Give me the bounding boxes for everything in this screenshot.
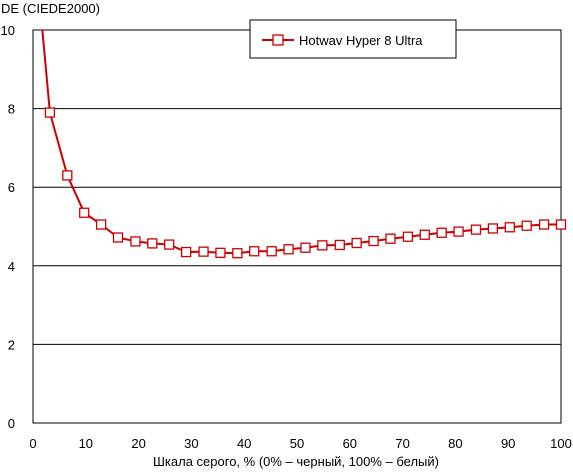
x-tick-label: 60: [343, 436, 357, 451]
data-point: [79, 207, 90, 218]
data-point: [334, 239, 345, 251]
x-tick-label: 40: [237, 436, 251, 451]
x-tick-label: 10: [79, 436, 93, 451]
data-point: [283, 244, 294, 255]
y-tick-label: 2: [8, 337, 15, 352]
data-point: [44, 107, 56, 118]
data-point: [147, 238, 158, 249]
data-point: [351, 237, 362, 249]
data-point: [198, 246, 209, 257]
x-tick-label: 20: [131, 436, 145, 451]
y-tick-label: 10: [1, 23, 15, 38]
x-tick-label: 0: [29, 436, 36, 451]
data-point: [215, 247, 226, 258]
data-point: [300, 242, 311, 253]
marker-group: [44, 107, 567, 259]
y-tick-label: 4: [8, 259, 15, 274]
data-point: [470, 224, 482, 235]
x-tick-label: 100: [550, 436, 572, 451]
legend-label: Hotwav Hyper 8 Ultra: [299, 33, 423, 48]
data-point: [538, 219, 550, 230]
y-tick-label: 8: [8, 102, 15, 117]
data-point: [419, 229, 430, 240]
data-point: [504, 222, 515, 233]
data-point: [112, 232, 124, 243]
data-point: [385, 233, 396, 244]
legend-marker: [272, 34, 284, 46]
data-point: [368, 235, 379, 247]
x-axis-title: Шкала серого, % (0% – черный, 100% – бел…: [153, 454, 439, 469]
x-tick-labels: 0 10 20 30 40 50 60 70 80 90 100: [29, 436, 571, 451]
gridlines: [33, 108, 561, 345]
x-tick-label: 90: [501, 436, 515, 451]
data-point: [266, 246, 277, 257]
y-axis-title: DE (CIEDE2000): [1, 1, 100, 16]
x-tick-label: 80: [448, 436, 462, 451]
data-point: [130, 236, 141, 247]
x-tick-label: 30: [184, 436, 198, 451]
data-point: [164, 239, 175, 250]
data-point: [453, 226, 464, 237]
data-point: [487, 223, 499, 234]
data-point: [555, 219, 567, 230]
data-point: [62, 170, 73, 181]
data-point: [402, 231, 414, 242]
legend: Hotwav Hyper 8 Ultra: [249, 19, 457, 59]
plot-area: [32, 29, 562, 424]
x-tick-label: 70: [395, 436, 409, 451]
data-point: [232, 248, 243, 259]
data-point: [521, 220, 532, 231]
x-tick-label: 50: [290, 436, 304, 451]
data-point: [436, 227, 447, 238]
data-point: [180, 246, 192, 258]
y-tick-labels: 0 2 4 6 8 10: [1, 23, 15, 431]
y-tick-label: 0: [8, 416, 15, 431]
data-point: [317, 240, 328, 251]
data-point: [95, 219, 107, 230]
y-tick-label: 6: [8, 180, 15, 195]
data-point: [249, 246, 260, 257]
